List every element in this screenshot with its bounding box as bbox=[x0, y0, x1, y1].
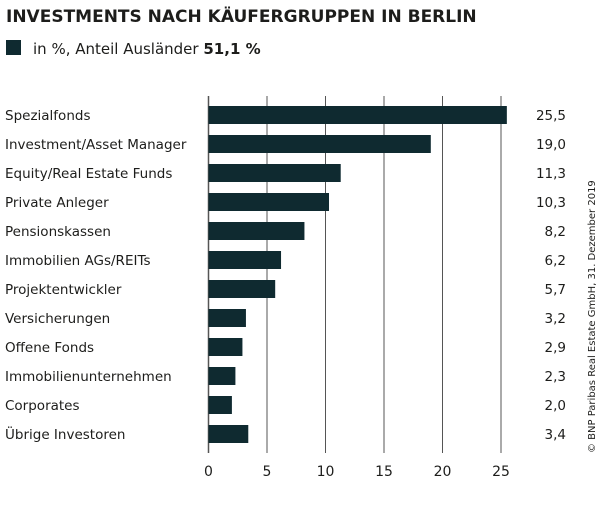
gridlines bbox=[207, 96, 502, 453]
value-label: 3,4 bbox=[545, 427, 566, 443]
category-label: Offene Fonds bbox=[5, 340, 94, 356]
bar bbox=[208, 135, 431, 153]
bars: Spezialfonds 25,5 Investment/Asset Manager… bbox=[5, 106, 566, 443]
category-label: Private Anleger bbox=[5, 195, 109, 211]
category-label: Versicherungen bbox=[5, 311, 110, 327]
legend-highlight: 51,1 % bbox=[203, 40, 260, 58]
bar bbox=[208, 222, 305, 240]
category-label: Spezialfonds bbox=[5, 108, 90, 124]
source-note: © BNP Paribas Real Estate GmbH, 31. Deze… bbox=[587, 180, 598, 453]
legend-text: in %, Anteil Ausländer bbox=[33, 40, 199, 58]
bar bbox=[208, 367, 236, 385]
x-tick-label: 20 bbox=[434, 464, 452, 480]
value-label: 10,3 bbox=[536, 195, 566, 211]
category-label: Pensionskassen bbox=[5, 224, 111, 240]
bar bbox=[208, 309, 246, 327]
category-label: Corporates bbox=[5, 398, 80, 414]
value-label: 3,2 bbox=[545, 311, 566, 327]
value-label: 6,2 bbox=[545, 253, 566, 269]
bar bbox=[208, 106, 507, 124]
x-tick-label: 25 bbox=[492, 464, 510, 480]
x-tick-label: 10 bbox=[317, 464, 335, 480]
category-label: Immobilien AGs/REITs bbox=[5, 253, 151, 269]
bar bbox=[208, 164, 341, 182]
bar bbox=[208, 338, 243, 356]
bar bbox=[208, 425, 249, 443]
value-label: 8,2 bbox=[545, 224, 566, 240]
category-label: Übrige Investoren bbox=[5, 425, 125, 443]
x-tick-label: 15 bbox=[375, 464, 393, 480]
value-label: 25,5 bbox=[536, 108, 566, 124]
bar bbox=[208, 193, 330, 211]
category-label: Immobilienunternehmen bbox=[5, 369, 172, 385]
x-tick-label: 5 bbox=[263, 464, 272, 480]
category-label: Investment/Asset Manager bbox=[5, 137, 187, 153]
value-label: 2,9 bbox=[545, 340, 566, 356]
x-tick-label: 0 bbox=[204, 464, 213, 480]
value-label: 2,3 bbox=[545, 369, 566, 385]
x-ticks: 0 5 10 15 20 25 bbox=[204, 464, 510, 480]
value-label: 2,0 bbox=[545, 398, 566, 414]
bar bbox=[208, 396, 232, 414]
legend-swatch bbox=[6, 40, 21, 55]
value-label: 19,0 bbox=[536, 137, 566, 153]
chart-title: INVESTMENTS NACH KÄUFERGRUPPEN IN BERLIN bbox=[6, 5, 477, 27]
category-label: Projektentwickler bbox=[5, 282, 122, 298]
legend-label: in %, Anteil Ausländer 51,1 % bbox=[33, 40, 261, 58]
category-label: Equity/Real Estate Funds bbox=[5, 166, 172, 182]
bar bbox=[208, 251, 282, 269]
bar bbox=[208, 280, 276, 298]
value-label: 5,7 bbox=[545, 282, 566, 298]
value-label: 11,3 bbox=[536, 166, 566, 182]
